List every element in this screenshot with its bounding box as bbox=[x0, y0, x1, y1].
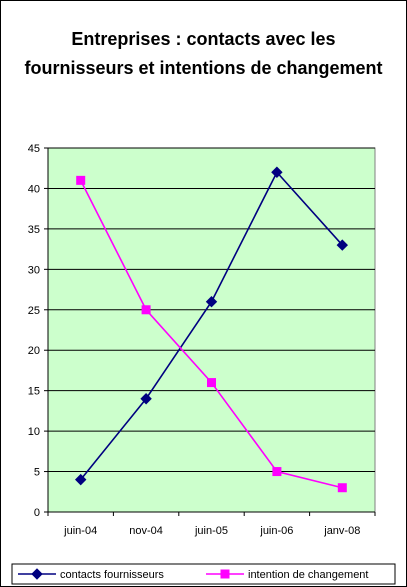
data-point-series-1 bbox=[74, 473, 87, 486]
data-point-series-1 bbox=[205, 295, 218, 308]
data-point-series-2 bbox=[272, 467, 282, 477]
legend-box bbox=[11, 563, 396, 585]
x-tick-label: juin-04 bbox=[63, 525, 97, 537]
x-tick-label: juin-06 bbox=[259, 525, 293, 537]
x-tick-label: juin-05 bbox=[194, 525, 228, 537]
legend-label: contacts fournisseurs bbox=[60, 569, 164, 581]
plot-area bbox=[47, 147, 376, 513]
data-point-series-2 bbox=[207, 378, 216, 388]
x-tick-label: nov-04 bbox=[129, 525, 163, 537]
y-tick-label: 0 bbox=[34, 507, 40, 519]
y-tick-label: 35 bbox=[28, 224, 40, 236]
legend-label: intention de changement bbox=[248, 569, 368, 581]
x-tick-label: janv-08 bbox=[323, 525, 360, 537]
y-tick-label: 5 bbox=[34, 467, 40, 479]
data-point-series-2 bbox=[76, 175, 86, 185]
data-point-series-1 bbox=[140, 393, 152, 405]
y-tick-label: 10 bbox=[28, 426, 40, 438]
y-tick-label: 30 bbox=[28, 264, 40, 276]
data-point-series-1 bbox=[271, 166, 283, 178]
y-tick-label: 25 bbox=[28, 305, 40, 317]
y-tick-label: 20 bbox=[28, 345, 40, 357]
legend-marker bbox=[31, 568, 43, 580]
y-tick-label: 45 bbox=[28, 143, 40, 155]
y-tick-label: 15 bbox=[28, 386, 40, 398]
chart-title: Entreprises : contacts avec les fourniss… bbox=[24, 29, 383, 78]
data-point-series-2 bbox=[141, 305, 151, 315]
data-point-series-1 bbox=[336, 239, 349, 251]
y-tick-label: 40 bbox=[28, 183, 40, 195]
data-point-series-2 bbox=[337, 483, 347, 493]
legend-marker bbox=[220, 569, 230, 579]
